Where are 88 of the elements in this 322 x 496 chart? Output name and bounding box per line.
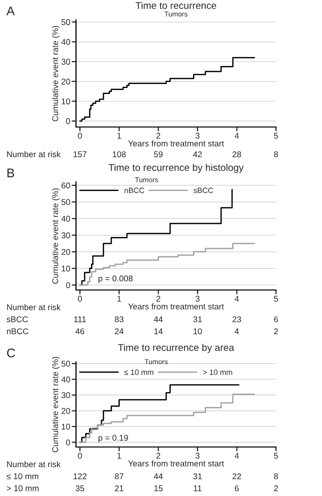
x-tick-label: 1 [117,296,122,302]
y-tick-label: 20 [62,248,70,255]
y-tick-label: 20 [62,408,70,414]
x-axis-title: Years from treatment start [128,303,224,310]
text: 10 [194,328,202,334]
text: 31 [193,316,202,322]
text: > 10 mm [6,485,39,492]
text: 6 [274,316,278,322]
text: 11 [194,485,202,492]
annotation: p = 0.19 [98,434,128,442]
text: 87 [114,473,124,480]
x-tick-label: 5 [274,296,278,302]
text: 23 [232,316,242,322]
y-tick-label: 0 [66,439,70,446]
text: 122 [74,473,86,480]
text: 83 [114,316,124,322]
text: sBCC [6,316,28,322]
text: 44 [154,473,163,480]
x-tick-label: 2 [156,296,160,302]
x-tick-label: 2 [156,132,160,139]
text: 28 [232,151,242,158]
y-axis-title: Cumulative event rate (%) [52,356,60,452]
y-tick-label: 30 [61,232,70,238]
y-tick-label: 10 [62,98,70,104]
text: 15 [154,485,163,492]
x-tick-label: 1 [117,132,122,139]
text: 21 [114,485,124,492]
y-tick-label: 50 [62,19,70,26]
text: 22 [232,473,241,480]
y-tick-label: 20 [62,78,70,85]
y-tick-label: 0 [66,118,70,124]
text: Number at risk [7,151,61,158]
chart-title: Time to recurrence [136,2,216,9]
text: 2 [274,328,278,334]
y-axis-title: Cumulative event rate (%) [52,26,60,122]
text: 8 [274,473,278,480]
x-tick-label: 2 [156,452,160,459]
text: 157 [74,151,86,158]
x-tick-label: 3 [196,296,200,302]
text: 111 [74,316,86,322]
x-tick-label: 4 [234,296,239,302]
y-tick-label: 10 [62,424,70,430]
text: Number at risk [7,304,61,310]
text: 6 [234,485,239,492]
y-tick-label: 50 [62,199,70,206]
text: ≤ 10 mm [6,473,38,480]
text: 108 [112,151,126,158]
x-tick-label: 0 [78,132,82,139]
y-tick-label: 30 [61,58,70,65]
x-tick-label: 0 [78,452,82,459]
text: 2 [274,485,278,492]
chart-title: Time to recurrence by area [118,344,234,353]
chart-title: Time to recurrence by histology [108,164,244,173]
x-tick-label: 0 [78,296,82,302]
x-tick-label: 3 [196,132,200,139]
text: 46 [75,328,84,334]
x-tick-label: 5 [274,132,278,139]
y-tick-label: 40 [61,376,70,382]
x-tick-label: 4 [234,452,239,459]
y-tick-label: 50 [62,360,70,367]
text: 35 [76,485,84,492]
annotation: p = 0.008 [98,276,133,284]
text: 59 [154,151,163,158]
text: C [7,348,15,358]
y-tick-label: 30 [61,392,70,398]
text: 24 [114,328,124,334]
text: 44 [154,316,163,322]
x-tick-label: 5 [274,452,278,459]
x-axis-title: Years from treatment start [128,460,224,466]
y-axis-title: Cumulative event rate (%) [52,188,60,284]
text: 8 [274,151,278,158]
y-tick-label: 0 [66,282,70,288]
y-tick-label: 10 [62,266,70,272]
x-tick-label: 1 [117,452,122,459]
x-tick-label: 4 [234,132,239,139]
x-axis-title: Years from treatment start [128,140,224,146]
text: B [7,168,14,178]
y-tick-label: 40 [61,216,70,222]
text: nBCC [6,328,28,334]
text: 14 [154,328,163,334]
text: A [6,6,15,16]
x-tick-label: 3 [196,452,200,459]
y-tick-label: 40 [61,38,70,45]
text: 31 [193,473,202,480]
text: 42 [193,151,202,158]
y-tick-label: 60 [62,182,70,188]
text: Number at risk [7,461,61,468]
text: 4 [234,328,239,334]
